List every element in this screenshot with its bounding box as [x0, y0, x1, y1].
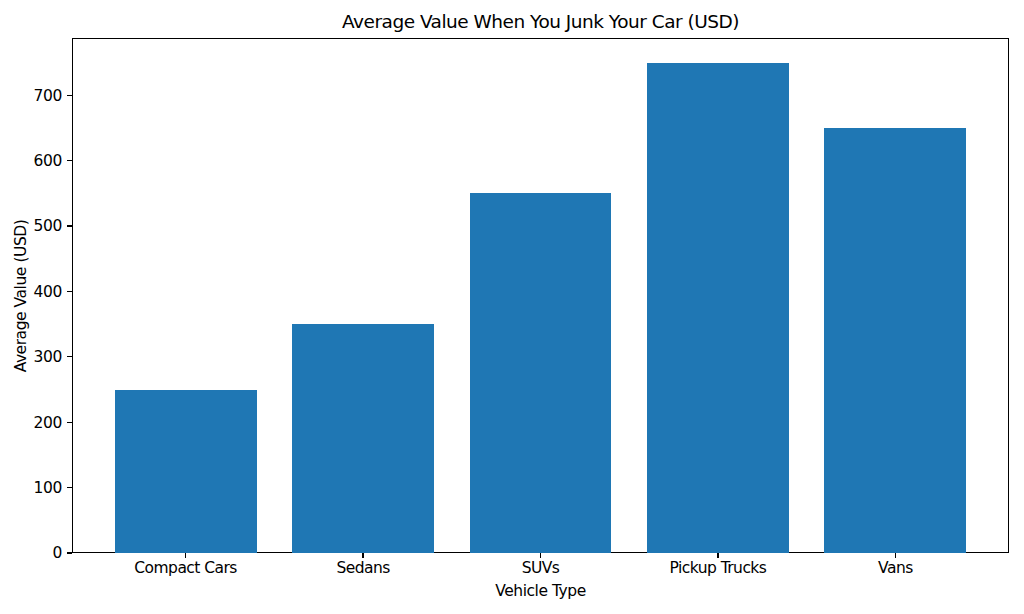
y-tick-label: 100	[2, 479, 62, 497]
x-tick-label: Pickup Trucks	[628, 559, 808, 577]
bar-compact-cars	[115, 390, 257, 553]
chart-title: Average Value When You Junk Your Car (US…	[72, 11, 1009, 33]
y-tick-mark	[67, 552, 72, 553]
x-tick-mark	[717, 553, 718, 558]
y-tick-label: 400	[2, 283, 62, 301]
y-tick-mark	[67, 291, 72, 292]
y-axis-label: Average Value (USD)	[12, 219, 30, 372]
x-tick-label: Compact Cars	[96, 559, 276, 577]
y-tick-mark	[67, 487, 72, 488]
bar-vans	[824, 128, 966, 553]
x-tick-label: Vans	[805, 559, 985, 577]
y-tick-mark	[67, 95, 72, 96]
y-tick-label: 700	[2, 87, 62, 105]
bar-sedans	[292, 324, 434, 553]
bar-pickup-trucks	[647, 63, 789, 553]
x-axis-label: Vehicle Type	[72, 582, 1009, 600]
x-tick-label: SUVs	[451, 559, 631, 577]
y-tick-mark	[67, 356, 72, 357]
y-axis-label-text: Average Value (USD)	[12, 219, 30, 372]
x-tick-mark	[362, 553, 363, 558]
y-tick-mark	[67, 160, 72, 161]
y-tick-label: 0	[2, 544, 62, 562]
y-tick-mark	[67, 225, 72, 226]
y-tick-label: 600	[2, 152, 62, 170]
x-tick-mark	[540, 553, 541, 558]
y-tick-label: 200	[2, 414, 62, 432]
x-tick-label: Sedans	[273, 559, 453, 577]
y-tick-label: 500	[2, 217, 62, 235]
x-tick-mark	[185, 553, 186, 558]
x-tick-mark	[895, 553, 896, 558]
bar-chart-figure: Average Value When You Junk Your Car (US…	[0, 0, 1024, 614]
y-tick-label: 300	[2, 348, 62, 366]
bar-suvs	[470, 193, 612, 553]
y-tick-mark	[67, 422, 72, 423]
